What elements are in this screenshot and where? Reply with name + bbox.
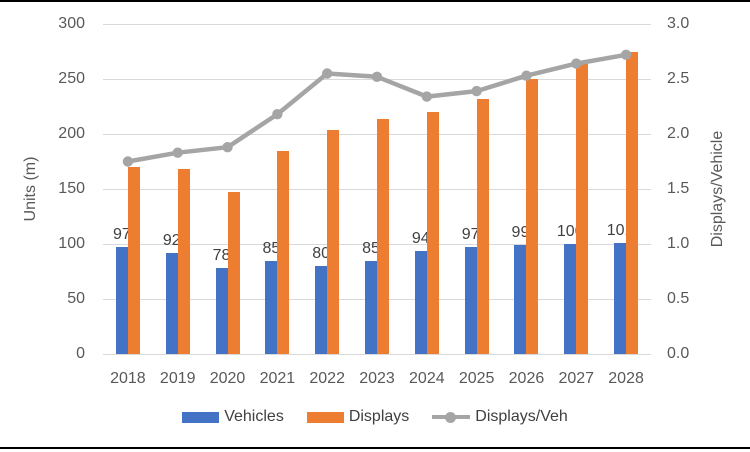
vehicles-bar — [564, 244, 577, 354]
vehicles-data-label: 85 — [262, 239, 281, 257]
legend-swatch-icon — [306, 411, 344, 423]
legend-item-displays: Displays — [306, 408, 410, 426]
x-axis-label: 2020 — [209, 370, 246, 387]
y-axis-left-tick-label: 0 — [76, 345, 85, 362]
legend-label-vehicles: Vehicles — [224, 408, 284, 425]
displays-bar — [277, 150, 290, 354]
x-axis-label: 2024 — [409, 370, 445, 387]
legend-swatch-icon — [182, 411, 220, 423]
y-axis-left-tick-label: 100 — [58, 235, 85, 252]
y-axis-right-tick-label: 0.0 — [667, 345, 690, 362]
line-marker-icon — [371, 71, 383, 83]
displays-bar — [177, 169, 190, 354]
top-border — [0, 0, 750, 2]
displays-bar — [476, 98, 489, 354]
x-axis-label: 2018 — [110, 370, 146, 387]
x-axis-label: 2022 — [309, 370, 345, 387]
vehicles-data-label: 78 — [212, 247, 231, 265]
vehicles-bar — [514, 245, 527, 354]
y-axis-right-tick-label: 0.5 — [667, 290, 690, 307]
displays-bar — [377, 118, 389, 354]
vehicles-bar — [365, 260, 377, 354]
x-axis-label: 2027 — [558, 370, 595, 387]
vehicles-bar — [614, 242, 627, 354]
y-axis-left-tick-label: 300 — [58, 15, 85, 32]
legend-line-marker-icon — [432, 411, 471, 423]
vehicles-bar — [464, 247, 477, 354]
y-axis-left-tick-label: 150 — [58, 180, 85, 197]
legend-label-displays-veh: Displays/Veh — [475, 408, 568, 425]
vehicles-data-label: 99 — [511, 224, 530, 242]
displays-bar — [626, 51, 639, 354]
vehicles-data-label: 97 — [461, 226, 480, 244]
y-axis-left-tick-label: 250 — [58, 70, 85, 87]
bottom-border — [0, 447, 750, 449]
vehicles-bar — [414, 250, 427, 354]
y-axis-right-tick-label: 1.5 — [667, 180, 690, 197]
y-axis-right-tick-label: 2.0 — [667, 125, 690, 142]
vehicles-bar — [115, 247, 128, 354]
vehicles-bar — [315, 266, 328, 354]
y-axis-right-tick-label: 3.0 — [667, 15, 690, 32]
gridline — [103, 353, 651, 355]
displays-bar — [327, 129, 340, 354]
x-axis-label: 2026 — [508, 370, 545, 387]
x-axis-label: 2021 — [259, 370, 296, 387]
displays-bar — [576, 63, 589, 354]
vehicles-data-label: 92 — [162, 231, 181, 249]
line-marker-icon — [421, 91, 433, 102]
legend-item-displays-veh: Displays/Veh — [432, 408, 568, 426]
vehicles-data-label: 94 — [411, 229, 430, 247]
line-marker-icon — [122, 156, 134, 167]
line-marker-icon — [222, 142, 233, 153]
line-marker-icon — [321, 68, 333, 79]
line-marker-icon — [471, 85, 482, 97]
legend-item-vehicles: Vehicles — [182, 408, 284, 426]
line-marker-icon — [172, 147, 183, 158]
vehicles-data-label: 85 — [362, 239, 380, 257]
y-axis-left-tick-label: 50 — [67, 290, 85, 307]
displays-bar — [526, 79, 539, 354]
displays-bar — [127, 167, 140, 354]
vehicles-data-label: 80 — [312, 245, 331, 262]
legend-label-displays: Displays — [348, 408, 410, 425]
x-axis-label: 2028 — [608, 370, 644, 387]
displays-bar — [227, 192, 240, 354]
vehicles-bar — [215, 268, 228, 354]
gridline — [103, 78, 651, 80]
y-axis-right-tick-label: 2.5 — [667, 70, 690, 87]
legend-line-dot — [445, 411, 457, 423]
vehicles-data-label: 97 — [113, 226, 131, 244]
displays-bar — [426, 112, 439, 354]
y-axis-right-tick-label: 1.0 — [667, 235, 690, 252]
y-axis-left-tick-label: 200 — [58, 125, 85, 142]
vehicles-bar — [265, 260, 278, 354]
line-marker-icon — [272, 109, 283, 120]
gridline — [103, 23, 651, 25]
x-axis-label: 2025 — [458, 370, 495, 387]
chart-legend: Vehicles Displays Displays/Veh — [0, 408, 750, 426]
x-axis-label: 2019 — [159, 370, 196, 387]
vehicles-bar — [165, 252, 178, 354]
x-axis-label: 2023 — [359, 370, 395, 387]
